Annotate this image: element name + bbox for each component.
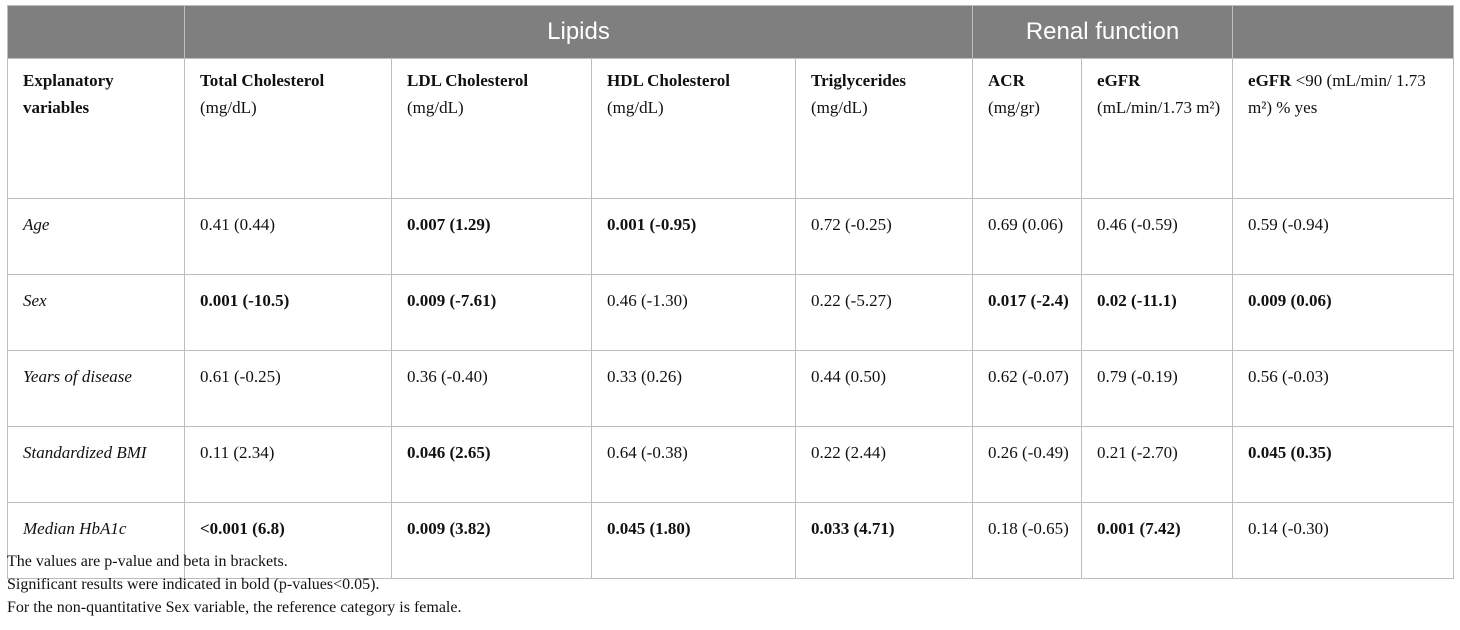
col-header-label: eGFR — [1097, 71, 1141, 90]
col-header-egfr: eGFR (mL/min/1.73 m²) — [1081, 58, 1234, 199]
col-header-triglycerides: Triglycerides (mg/dL) — [794, 58, 974, 199]
group-header-lipids: Lipids — [183, 5, 974, 59]
col-header-hdl: HDL Cholesterol (mg/dL) — [591, 58, 796, 199]
col-header-label: eGFR — [1248, 71, 1292, 90]
table-cell: 0.62 (-0.07) — [972, 350, 1083, 427]
col-header-egfr-under-90: eGFR <90 (mL/min/ 1.73 m²) % yes — [1232, 58, 1455, 199]
table-row: Years of disease 0.61 (-0.25) 0.36 (-0.4… — [7, 350, 1455, 427]
table-cell: 0.009 (0.06) — [1232, 274, 1455, 351]
table-cell: 0.009 (-7.61) — [391, 274, 592, 351]
table-cell: 0.22 (2.44) — [794, 426, 974, 503]
table-cell: 0.02 (-11.1) — [1081, 274, 1234, 351]
footnote: Significant results were indicated in bo… — [7, 576, 380, 593]
table-cell: <0.001 (6.8) — [184, 502, 392, 579]
table-cell: 0.69 (0.06) — [972, 198, 1083, 275]
table-cell: 0.56 (-0.03) — [1232, 350, 1455, 427]
footnote: The values are p-value and beta in brack… — [7, 553, 288, 570]
col-header-ldl: LDL Cholesterol (mg/dL) — [391, 58, 592, 199]
row-label: Age — [7, 198, 185, 275]
table-cell: 0.14 (-0.30) — [1232, 502, 1455, 579]
group-header-empty-right — [1232, 5, 1455, 59]
table-cell: 0.045 (0.35) — [1232, 426, 1455, 503]
col-header-label: HDL Cholesterol — [607, 71, 730, 90]
row-label: Median HbA1c — [7, 502, 185, 579]
col-header-unit: (mg/dL) — [811, 98, 868, 117]
table-cell: 0.046 (2.65) — [391, 426, 592, 503]
table-cell: 0.007 (1.29) — [391, 198, 592, 275]
table-cell: 0.18 (-0.65) — [972, 502, 1083, 579]
table-cell: 0.001 (-0.95) — [591, 198, 796, 275]
col-header-acr: ACR (mg/gr) — [972, 58, 1083, 199]
table-cell: 0.21 (-2.70) — [1081, 426, 1234, 503]
table-cell: 0.11 (2.34) — [184, 426, 392, 503]
col-header-label: Total Cholesterol — [200, 71, 325, 90]
table-cell: 0.045 (1.80) — [591, 502, 796, 579]
table-row: Sex 0.001 (-10.5) 0.009 (-7.61) 0.46 (-1… — [7, 274, 1455, 351]
table-cell: 0.033 (4.71) — [794, 502, 974, 579]
row-label: Sex — [7, 274, 185, 351]
row-label: Standardized BMI — [7, 426, 185, 503]
results-table: Lipids Renal function Explanatory variab… — [7, 5, 1455, 579]
col-header-label: Explanatory variables — [23, 71, 114, 117]
column-header-row: Explanatory variables Total Cholesterol (… — [7, 58, 1455, 199]
row-label: Years of disease — [7, 350, 185, 427]
group-header-renal: Renal function — [972, 5, 1234, 59]
col-header-unit: (mg/dL) — [407, 98, 464, 117]
table-cell: 0.36 (-0.40) — [391, 350, 592, 427]
table-row: Median HbA1c <0.001 (6.8) 0.009 (3.82) 0… — [7, 502, 1455, 579]
col-header-unit: (mL/min/1.73 m²) — [1097, 98, 1221, 117]
table-cell: 0.33 (0.26) — [591, 350, 796, 427]
footnote: For the non-quantitative Sex variable, t… — [7, 599, 462, 616]
col-header-label: Triglycerides — [811, 71, 907, 90]
table-cell: 0.009 (3.82) — [391, 502, 592, 579]
col-header-unit: (mg/dL) — [200, 98, 257, 117]
table-cell: 0.64 (-0.38) — [591, 426, 796, 503]
table-cell: 0.22 (-5.27) — [794, 274, 974, 351]
table-cell: 0.001 (-10.5) — [184, 274, 392, 351]
table-cell: 0.46 (-1.30) — [591, 274, 796, 351]
table-cell: 0.41 (0.44) — [184, 198, 392, 275]
table-cell: 0.26 (-0.49) — [972, 426, 1083, 503]
table-cell: 0.001 (7.42) — [1081, 502, 1234, 579]
col-header-label: ACR — [988, 71, 1025, 90]
table-cell: 0.017 (-2.4) — [972, 274, 1083, 351]
table-cell: 0.46 (-0.59) — [1081, 198, 1234, 275]
table-cell: 0.79 (-0.19) — [1081, 350, 1234, 427]
col-header-explanatory: Explanatory variables — [7, 58, 185, 199]
table-cell: 0.59 (-0.94) — [1232, 198, 1455, 275]
col-header-label: LDL Cholesterol — [407, 71, 529, 90]
table-cell: 0.72 (-0.25) — [794, 198, 974, 275]
col-header-unit: (mg/gr) — [988, 98, 1040, 117]
table-cell: 0.61 (-0.25) — [184, 350, 392, 427]
group-header-row: Lipids Renal function — [7, 5, 1455, 59]
col-header-total-cholesterol: Total Cholesterol (mg/dL) — [184, 58, 392, 199]
table-cell: 0.44 (0.50) — [794, 350, 974, 427]
table-row: Age 0.41 (0.44) 0.007 (1.29) 0.001 (-0.9… — [7, 198, 1455, 275]
col-header-unit: (mg/dL) — [607, 98, 664, 117]
group-header-empty — [7, 5, 185, 59]
table-footnotes: The values are p-value and beta in brack… — [7, 550, 461, 619]
col-header-unit: <90 (mL/min/ 1.73 m²) % yes — [1248, 71, 1426, 117]
table-row: Standardized BMI 0.11 (2.34) 0.046 (2.65… — [7, 426, 1455, 503]
